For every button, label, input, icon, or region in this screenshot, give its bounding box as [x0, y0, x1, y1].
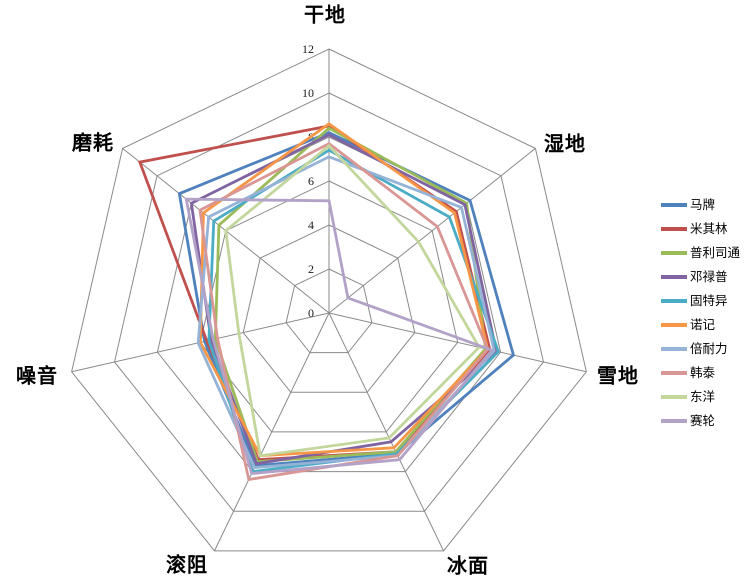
- axis-label-1: 湿地: [544, 133, 586, 156]
- legend-item: 邓禄普: [661, 265, 740, 289]
- legend-label: 米其林: [690, 221, 728, 236]
- axis-label-5: 噪音: [16, 365, 58, 388]
- grid-ring: [242, 224, 416, 393]
- legend-label: 邓禄普: [690, 269, 728, 284]
- grid-ring: [71, 48, 587, 552]
- grid-ring: [199, 180, 459, 433]
- tick-label: 6: [308, 174, 314, 188]
- axis-label-3: 冰面: [447, 555, 489, 578]
- legend-swatch: [661, 251, 687, 255]
- legend-label: 固特异: [690, 293, 728, 308]
- legend-swatch: [661, 419, 687, 423]
- legend-swatch: [661, 275, 687, 279]
- series-line-0: [177, 131, 516, 468]
- legend-item: 韩泰: [661, 361, 740, 385]
- legend-label: 倍耐力: [690, 341, 728, 356]
- legend-item: 固特异: [661, 289, 740, 313]
- series-line-8: [224, 143, 481, 458]
- radar-series-group: [137, 122, 516, 482]
- legend-swatch: [661, 299, 687, 303]
- tick-label: 2: [308, 262, 314, 276]
- axis-spoke: [213, 312, 330, 552]
- legend-label: 韩泰: [690, 365, 716, 380]
- legend-item: 东洋: [661, 385, 740, 409]
- axis-spoke: [328, 312, 445, 552]
- tick-label: 0: [308, 306, 314, 320]
- grid-ring: [285, 268, 373, 354]
- legend-item: 普利司通: [661, 241, 740, 265]
- legend-item: 米其林: [661, 217, 740, 241]
- legend-label: 普利司通: [690, 245, 741, 260]
- axis-spoke: [328, 312, 587, 373]
- legend-item: 诺记: [661, 313, 740, 337]
- legend-label: 赛轮: [690, 413, 716, 428]
- grid-ring: [113, 92, 545, 512]
- legend-swatch: [661, 371, 687, 375]
- axis-label-4: 滚阻: [166, 554, 208, 577]
- axis-label-2: 雪地: [597, 365, 639, 388]
- tick-label: 10: [302, 86, 314, 100]
- axis-spoke: [328, 148, 536, 314]
- series-line-6: [196, 155, 496, 470]
- tick-label: 12: [302, 42, 314, 56]
- legend-label: 东洋: [690, 389, 716, 404]
- legend-item: 马牌: [661, 193, 740, 217]
- series-line-9: [184, 197, 495, 476]
- tick-label: 4: [308, 218, 314, 232]
- legend-swatch: [661, 323, 687, 327]
- legend-swatch: [661, 347, 687, 351]
- legend-swatch: [661, 227, 687, 231]
- legend-label: 诺记: [690, 317, 716, 332]
- legend-item: 倍耐力: [661, 337, 740, 361]
- legend-label: 马牌: [690, 197, 716, 212]
- legend-item: 赛轮: [661, 409, 740, 433]
- axis-label-6: 磨耗: [72, 132, 114, 155]
- legend-swatch: [661, 203, 687, 207]
- legend: 马牌米其林普利司通邓禄普固特异诺记倍耐力韩泰东洋赛轮: [661, 193, 740, 433]
- axis-label-0: 干地: [304, 4, 346, 27]
- legend-swatch: [661, 395, 687, 399]
